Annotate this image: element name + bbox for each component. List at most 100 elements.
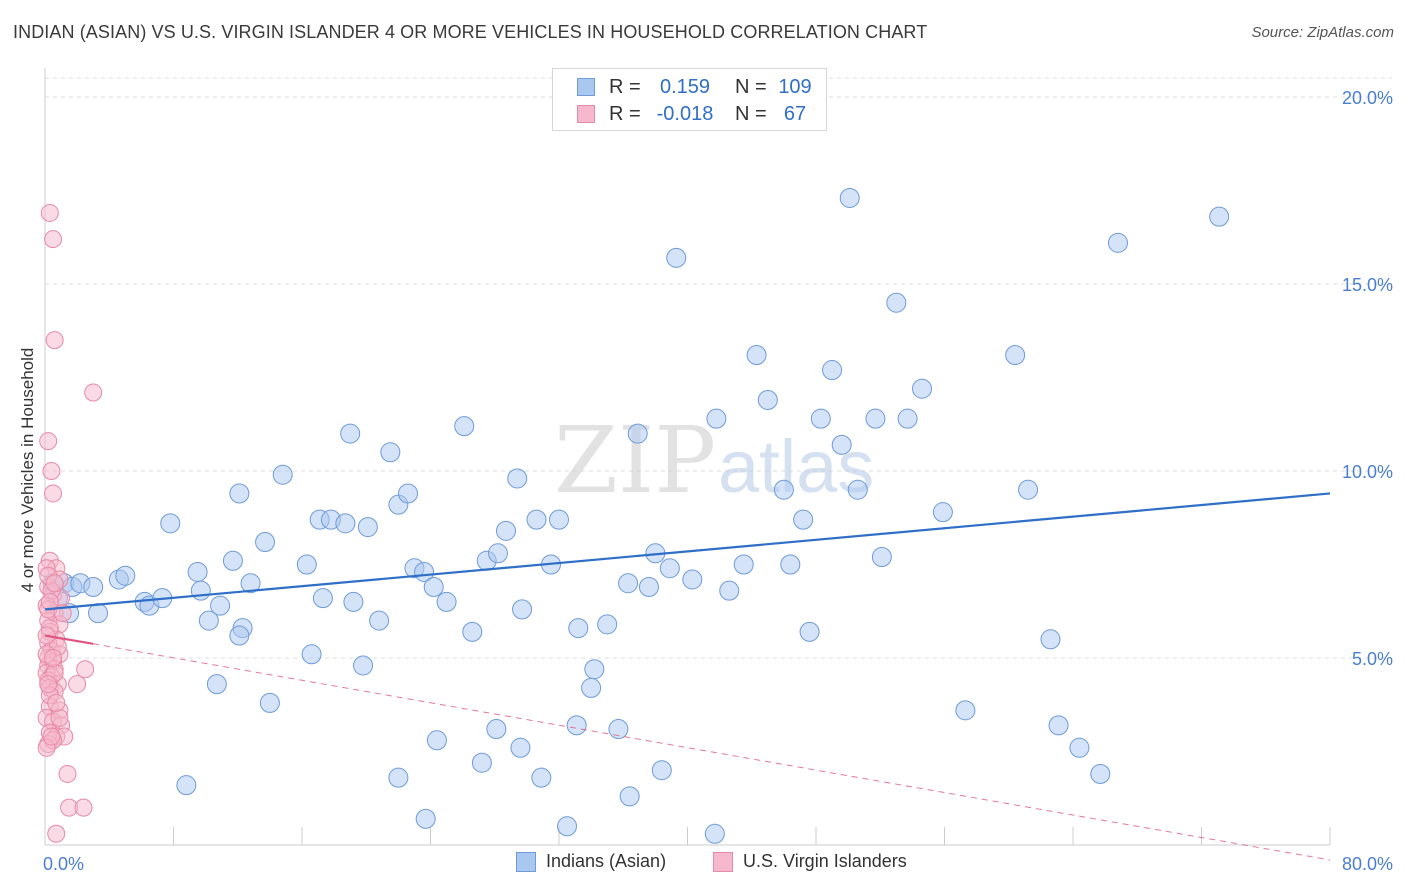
y-tick-label: 5.0% [1352,649,1393,669]
point-virgin-islanders [44,649,63,667]
point-indians [198,610,219,631]
point-indians [651,760,672,781]
point-indians [507,468,528,489]
bottom-legend-swatch-virgin-islanders [713,851,733,872]
point-indians [773,479,794,500]
point-indians [746,345,767,366]
point-virgin-islanders [84,383,103,402]
point-virgin-islanders [42,462,61,480]
point-virgin-islanders [76,660,95,679]
point-virgin-islanders [40,203,59,222]
point-virgin-islanders [39,432,58,451]
legend-swatch-indians [577,78,595,96]
point-indians [380,442,401,463]
point-indians [222,550,243,571]
point-indians [340,423,361,444]
point-indians [706,408,727,429]
point-indians [454,416,475,437]
point-indians [871,547,892,568]
point-indians [88,603,109,624]
x-tick-label: 0.0% [43,854,84,874]
point-indians [229,483,250,504]
point-indians [847,479,868,500]
point-indians [912,378,933,399]
point-indians [839,187,860,208]
legend-n-value: 67 [783,102,807,125]
point-indians [176,775,197,796]
point-indians [255,532,276,553]
point-indians [822,360,843,381]
correlation-legend: R = 0.159 N = 109 R = -0.018 N = 67 [552,68,827,131]
legend-r-label: R = [609,75,641,98]
point-indians [115,565,136,586]
point-virgin-islanders [45,331,64,350]
point-indians [704,823,725,844]
point-indians [353,655,374,676]
point-indians [597,614,618,635]
point-indians [1005,345,1026,366]
point-indians [343,591,364,612]
legend-r-value: 0.159 [659,75,711,98]
point-indians [955,700,976,721]
point-virgin-islanders [50,708,69,727]
point-indians [426,730,447,751]
legend-r-value: -0.018 [656,102,714,125]
point-indians [799,621,820,642]
bottom-legend-indians: Indians (Asian) [516,851,666,872]
point-indians [831,434,852,455]
point-indians [229,625,250,646]
point-indians [495,520,516,541]
point-virgin-islanders [47,824,66,843]
legend-row-indians: R = 0.159 N = 109 [577,75,817,99]
point-indians [682,569,703,590]
point-indians [757,389,778,410]
point-indians [414,561,435,582]
point-indians [549,509,569,530]
legend-n-value: 109 [778,75,812,98]
point-indians [436,591,457,612]
point-indians [659,558,680,579]
bottom-legend-swatch-indians [516,851,536,872]
point-indians [557,816,578,837]
point-indians [369,610,390,631]
trend-line-extension [93,643,1331,861]
point-indians [83,576,104,597]
point-indians [487,543,508,564]
point-indians [886,292,907,313]
point-virgin-islanders [44,230,63,249]
point-indians [1069,737,1090,758]
legend-swatch-virgin-islanders [577,105,595,123]
point-indians [932,502,953,523]
point-indians [897,408,918,429]
point-indians [398,483,419,504]
point-indians [1040,629,1061,650]
point-indians [486,719,507,740]
point-indians [608,719,629,740]
point-indians [638,576,659,597]
point-virgin-islanders [42,727,61,746]
point-indians [462,621,483,642]
point-indians [627,423,648,444]
bottom-legend-label-virgin-islanders: U.S. Virgin Islanders [743,851,907,871]
point-indians [301,644,322,665]
point-indians [1090,763,1111,784]
point-indians [1107,232,1128,253]
point-virgin-islanders [68,675,87,694]
point-indians [719,580,740,601]
legend-row-virgin-islanders: R = -0.018 N = 67 [577,102,817,126]
point-indians [531,767,552,788]
point-indians [272,464,293,485]
point-indians [584,659,605,680]
x-tick-label: 80.0% [1342,854,1393,874]
y-tick-label: 10.0% [1342,462,1393,482]
point-indians [415,808,436,829]
point-indians [512,599,533,620]
point-indians [566,715,587,736]
chart-title: INDIAN (ASIAN) VS U.S. VIRGIN ISLANDER 4… [13,22,928,42]
point-indians [210,595,231,616]
point-indians [160,513,181,534]
y-tick-label: 15.0% [1342,275,1393,295]
point-indians [666,247,687,268]
bottom-legend-label-indians: Indians (Asian) [546,851,667,871]
